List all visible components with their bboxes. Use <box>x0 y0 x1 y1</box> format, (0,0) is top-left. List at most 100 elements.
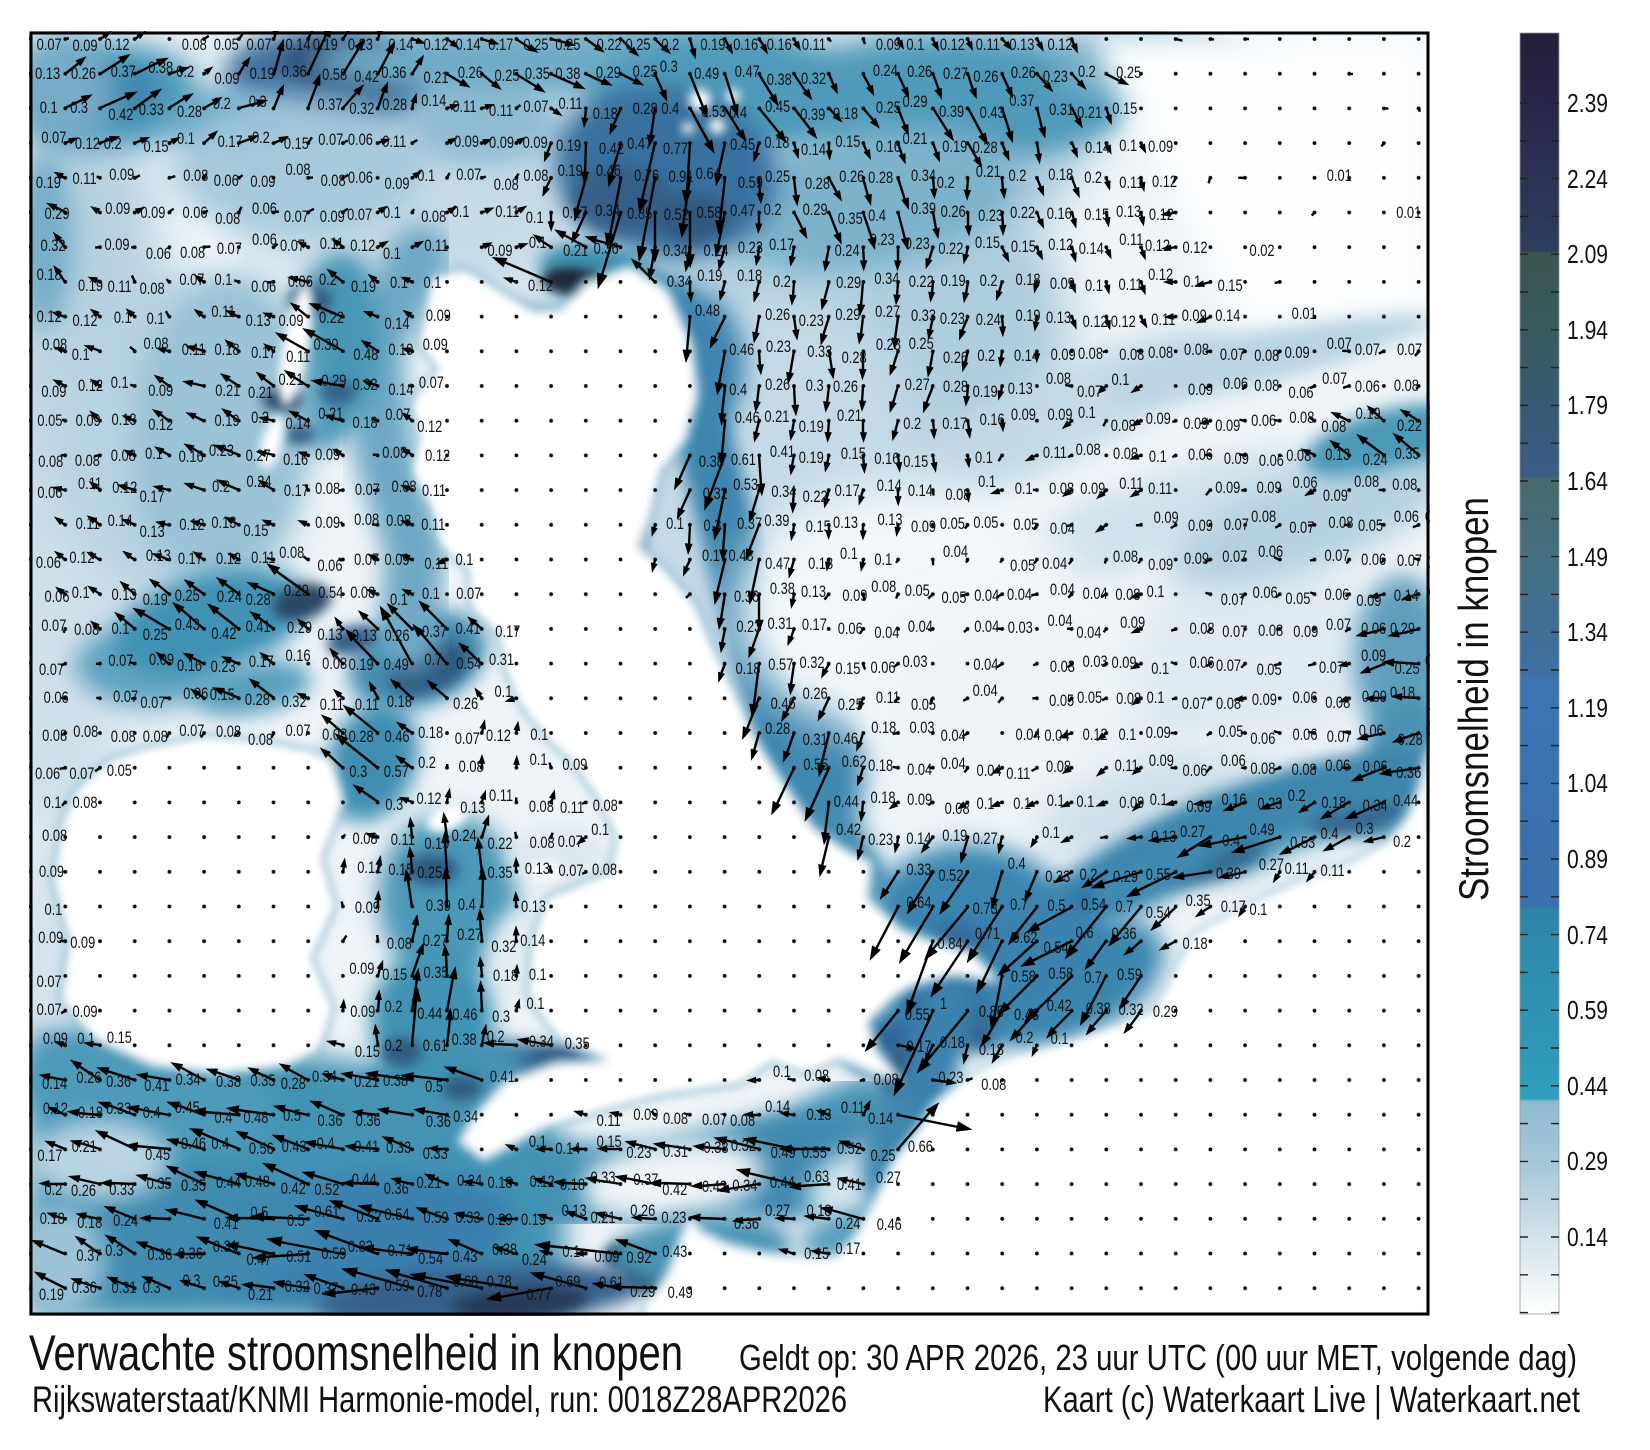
svg-text:0.28: 0.28 <box>805 176 830 194</box>
svg-text:0.12: 0.12 <box>1152 174 1177 192</box>
svg-text:0.62: 0.62 <box>1012 930 1037 948</box>
svg-text:0.4: 0.4 <box>458 897 476 915</box>
svg-text:0.09: 0.09 <box>385 176 410 194</box>
svg-text:0.19: 0.19 <box>424 836 449 854</box>
svg-text:0.24: 0.24 <box>113 1213 138 1231</box>
svg-text:0.29: 0.29 <box>1567 1146 1608 1176</box>
svg-text:0.08: 0.08 <box>945 487 970 505</box>
svg-text:0.07: 0.07 <box>1222 624 1247 642</box>
svg-text:0.07: 0.07 <box>1327 729 1352 747</box>
svg-text:0.5: 0.5 <box>1048 898 1066 916</box>
svg-text:0.2: 0.2 <box>661 37 679 55</box>
svg-text:0.14: 0.14 <box>1014 348 1039 366</box>
svg-text:0.1: 0.1 <box>1147 584 1165 602</box>
svg-text:0.45: 0.45 <box>175 1100 200 1118</box>
svg-text:0.08: 0.08 <box>322 727 347 745</box>
svg-text:0.04: 0.04 <box>1050 521 1075 539</box>
svg-text:0.16: 0.16 <box>1047 206 1072 224</box>
svg-text:0.24: 0.24 <box>835 243 860 261</box>
svg-text:0.32: 0.32 <box>800 655 825 673</box>
svg-text:0.04: 0.04 <box>973 657 998 675</box>
svg-text:0.05: 0.05 <box>1257 662 1282 680</box>
svg-text:0.23: 0.23 <box>799 313 824 331</box>
svg-text:0.06: 0.06 <box>1359 723 1384 741</box>
svg-text:1.19: 1.19 <box>1567 693 1608 723</box>
svg-text:0.09: 0.09 <box>105 201 130 219</box>
svg-text:0.14: 0.14 <box>108 513 133 531</box>
svg-text:0.12: 0.12 <box>1149 207 1174 225</box>
svg-text:0.15: 0.15 <box>903 454 928 472</box>
svg-text:0.09: 0.09 <box>633 1107 658 1125</box>
svg-text:0.46: 0.46 <box>833 731 858 749</box>
svg-text:0.09: 0.09 <box>1215 418 1240 436</box>
svg-text:0.4: 0.4 <box>143 1105 161 1123</box>
svg-text:0.41: 0.41 <box>214 1216 239 1234</box>
svg-text:0.14: 0.14 <box>1567 1222 1608 1252</box>
svg-text:0.1: 0.1 <box>390 275 408 293</box>
svg-text:0.34: 0.34 <box>1363 798 1388 816</box>
svg-text:0.23: 0.23 <box>211 659 236 677</box>
svg-text:0.08: 0.08 <box>73 724 98 742</box>
svg-text:0.08: 0.08 <box>1046 759 1071 777</box>
svg-text:0.7: 0.7 <box>1084 970 1102 988</box>
svg-text:0.06: 0.06 <box>35 766 60 784</box>
svg-text:0.33: 0.33 <box>423 1146 448 1164</box>
svg-text:0.06: 0.06 <box>1292 475 1317 493</box>
svg-text:0.03: 0.03 <box>909 720 934 738</box>
svg-text:0.08: 0.08 <box>1113 446 1138 464</box>
svg-text:0.27: 0.27 <box>905 377 930 395</box>
svg-text:0.19: 0.19 <box>36 175 61 193</box>
svg-text:0.11: 0.11 <box>251 550 275 568</box>
svg-text:0.54: 0.54 <box>1081 897 1106 915</box>
svg-text:0.19: 0.19 <box>388 342 413 360</box>
svg-text:0.18: 0.18 <box>871 720 896 738</box>
svg-text:0.04: 0.04 <box>874 625 899 643</box>
svg-text:0.2: 0.2 <box>487 1029 505 1047</box>
svg-text:0.59: 0.59 <box>1567 995 1608 1025</box>
svg-text:2.39: 2.39 <box>1567 88 1608 118</box>
svg-text:0.06: 0.06 <box>214 173 239 191</box>
svg-text:0.12: 0.12 <box>417 419 442 437</box>
svg-text:0.05: 0.05 <box>1010 558 1035 576</box>
svg-text:0.26: 0.26 <box>765 307 790 325</box>
svg-text:0.09: 0.09 <box>1146 725 1171 743</box>
svg-text:0.13: 0.13 <box>246 313 271 331</box>
svg-text:0.06: 0.06 <box>288 274 313 292</box>
svg-text:0.14: 0.14 <box>908 483 933 501</box>
svg-text:0.08: 0.08 <box>321 173 346 191</box>
svg-text:0.18: 0.18 <box>387 694 412 712</box>
svg-text:0.18: 0.18 <box>940 1035 965 1053</box>
svg-text:0.34: 0.34 <box>874 271 899 289</box>
svg-text:0.05: 0.05 <box>1049 693 1074 711</box>
svg-text:0.05: 0.05 <box>1218 724 1243 742</box>
svg-text:0.26: 0.26 <box>71 1183 96 1201</box>
svg-text:0.38: 0.38 <box>216 1074 241 1092</box>
svg-text:0.1: 0.1 <box>44 795 62 813</box>
svg-text:0.4: 0.4 <box>1222 833 1240 851</box>
svg-text:0.06: 0.06 <box>1251 413 1276 431</box>
svg-text:0.07: 0.07 <box>140 695 165 713</box>
svg-text:0.09: 0.09 <box>1224 451 1249 469</box>
svg-text:0.08: 0.08 <box>1354 474 1379 492</box>
svg-text:0.07: 0.07 <box>280 238 305 256</box>
svg-text:0.46: 0.46 <box>729 342 754 360</box>
svg-text:0.59: 0.59 <box>1117 967 1142 985</box>
svg-text:0.46: 0.46 <box>452 1007 477 1025</box>
svg-text:0.06: 0.06 <box>1363 759 1388 777</box>
svg-text:0.23: 0.23 <box>348 37 373 55</box>
svg-text:0.19: 0.19 <box>799 450 824 468</box>
svg-text:0.14: 0.14 <box>456 37 481 55</box>
svg-text:0.08: 0.08 <box>38 454 63 472</box>
svg-text:0.1: 0.1 <box>906 37 924 55</box>
svg-text:0.11: 0.11 <box>976 37 1000 55</box>
svg-text:0.29: 0.29 <box>1113 869 1138 887</box>
svg-text:0.5: 0.5 <box>287 1213 305 1231</box>
svg-text:0.14: 0.14 <box>906 831 931 849</box>
svg-text:0.08: 0.08 <box>804 1068 829 1086</box>
svg-text:0.1: 0.1 <box>44 902 62 920</box>
svg-text:0.83: 0.83 <box>348 1239 373 1257</box>
svg-text:0.39: 0.39 <box>939 104 964 122</box>
svg-text:0.32: 0.32 <box>731 1138 756 1156</box>
svg-text:0.29: 0.29 <box>835 307 860 325</box>
svg-text:0.09: 0.09 <box>1285 345 1310 363</box>
